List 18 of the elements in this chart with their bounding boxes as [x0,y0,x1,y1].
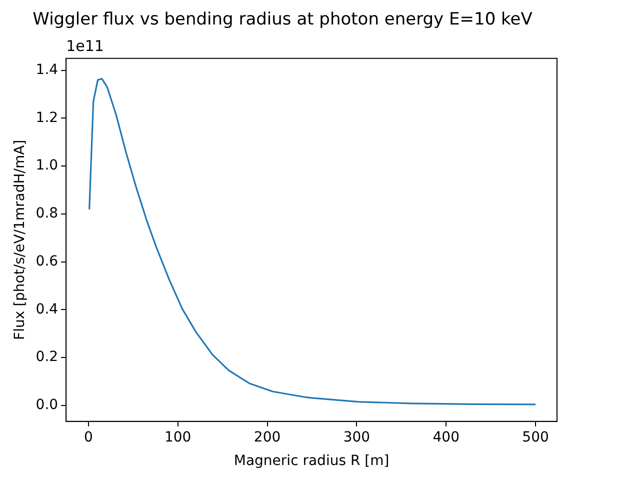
text: 1e11 [66,36,104,55]
y-tick-label: 1.2 [36,110,58,126]
x-tick-label: 400 [432,429,460,446]
y-tick-label: 0.6 [36,253,58,270]
x-tick-label: 500 [522,429,549,446]
y-tick-label: 0.0 [36,397,58,414]
x-tick-label: 200 [254,429,281,446]
x-axis-title: Magneric radius R [m] [234,453,390,470]
y-tick-label: 1.0 [36,158,58,174]
chart-title: Wiggler flux vs bending radius at photon energy E=10 keV [32,10,533,30]
x-tick-label: 300 [343,429,370,446]
x-tick-label: 0 [84,429,93,446]
y-tick-label: 0.4 [36,301,58,318]
y-tick-label: 1.4 [36,62,58,78]
y-tick-label: 0.8 [36,206,58,222]
y-axis-title: Flux [phot/s/eV/1mradH/mA] [12,140,28,340]
x-tick-label: 100 [164,429,192,446]
y-tick-label: 0.2 [36,349,58,366]
